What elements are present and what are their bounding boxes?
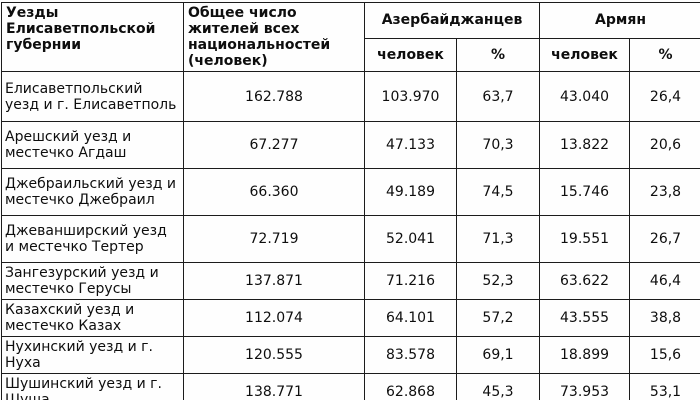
- arm-pct-cell: 26,4: [629, 71, 700, 122]
- header-sub-row: человек % человек %: [2, 37, 700, 73]
- az-count-cell: 64.101: [364, 299, 457, 337]
- az-pct-cell: 69,1: [455, 336, 541, 374]
- header-total-population: Общее число жителей всех национальностей…: [183, 2, 365, 72]
- az-pct-cell: 70,3: [455, 121, 541, 169]
- total-pop-cell: 112.074: [183, 299, 365, 337]
- district-cell: Елисаветпольский уезд и г. Елисаветполь: [1, 71, 184, 122]
- az-pct-cell: 71,3: [455, 215, 541, 263]
- table-row: Елисаветпольский уезд и г. Елисаветполь …: [1, 71, 700, 122]
- district-cell: Зангезурский уезд и местечко Герусы: [1, 262, 184, 300]
- az-count-cell: 62.868: [364, 373, 457, 400]
- total-pop-cell: 66.360: [183, 168, 365, 216]
- header-districts: Уезды Елисаветпольской губернии: [1, 2, 184, 72]
- az-pct-cell: 74,5: [455, 168, 541, 216]
- total-pop-cell: 162.788: [183, 71, 365, 122]
- table-row: Джебраильский уезд и местечко Джебраил 6…: [1, 168, 700, 216]
- header-group-azerbaijanis: Азербайджанцев: [363, 2, 541, 39]
- total-pop-cell: 67.277: [183, 121, 365, 169]
- arm-pct-cell: 53,1: [629, 373, 700, 400]
- header-az-percent: %: [455, 37, 541, 73]
- total-pop-cell: 138.771: [183, 373, 365, 400]
- az-pct-cell: 63,7: [455, 71, 541, 122]
- header-arm-percent: %: [629, 37, 700, 73]
- table-row: Казахский уезд и местечко Казах 112.074 …: [1, 299, 700, 337]
- arm-count-cell: 15.746: [539, 168, 631, 216]
- arm-pct-cell: 20,6: [629, 121, 700, 169]
- az-count-cell: 71.216: [364, 262, 457, 300]
- az-count-cell: 47.133: [364, 121, 457, 169]
- district-cell: Джебраильский уезд и местечко Джебраил: [1, 168, 184, 216]
- arm-pct-cell: 46,4: [629, 262, 700, 300]
- district-cell: Казахский уезд и местечко Казах: [1, 299, 184, 337]
- az-pct-cell: 52,3: [455, 262, 541, 300]
- total-pop-cell: 137.871: [183, 262, 365, 300]
- header-arm-people: человек: [539, 37, 631, 73]
- az-count-cell: 49.189: [364, 168, 457, 216]
- az-pct-cell: 57,2: [455, 299, 541, 337]
- az-count-cell: 52.041: [364, 215, 457, 263]
- az-count-cell: 103.970: [364, 71, 457, 122]
- arm-pct-cell: 38,8: [629, 299, 700, 337]
- arm-count-cell: 63.622: [539, 262, 631, 300]
- arm-pct-cell: 15,6: [629, 336, 700, 374]
- header-group-row: Уезды Елисаветпольской губернии Общее чи…: [1, 2, 700, 72]
- district-cell: Джеванширский уезд и местечко Тертер: [1, 215, 184, 263]
- arm-count-cell: 43.040: [539, 71, 631, 122]
- arm-count-cell: 73.953: [539, 373, 631, 400]
- table-row: Шушинский уезд и г. Шуша 138.771 62.868 …: [1, 373, 700, 400]
- total-pop-cell: 72.719: [183, 215, 365, 263]
- arm-count-cell: 18.899: [539, 336, 631, 374]
- district-cell: Арешский уезд и местечко Агдаш: [1, 121, 184, 169]
- header-group-armenians: Армян: [539, 2, 700, 39]
- az-pct-cell: 45,3: [455, 373, 541, 400]
- header-az-people: человек: [364, 37, 457, 73]
- table-row: Джеванширский уезд и местечко Тертер 72.…: [1, 215, 700, 263]
- arm-pct-cell: 23,8: [629, 168, 700, 216]
- table-row: Зангезурский уезд и местечко Герусы 137.…: [1, 262, 700, 300]
- arm-pct-cell: 26,7: [629, 215, 700, 263]
- table-row: Нухинский уезд и г. Нуха 120.555 83.578 …: [1, 336, 700, 374]
- az-count-cell: 83.578: [364, 336, 457, 374]
- arm-count-cell: 19.551: [539, 215, 631, 263]
- total-pop-cell: 120.555: [183, 336, 365, 374]
- arm-count-cell: 43.555: [539, 299, 631, 337]
- arm-count-cell: 13.822: [539, 121, 631, 169]
- district-cell: Нухинский уезд и г. Нуха: [1, 336, 184, 374]
- table-row: Арешский уезд и местечко Агдаш 67.277 47…: [1, 121, 700, 169]
- district-cell: Шушинский уезд и г. Шуша: [1, 373, 184, 400]
